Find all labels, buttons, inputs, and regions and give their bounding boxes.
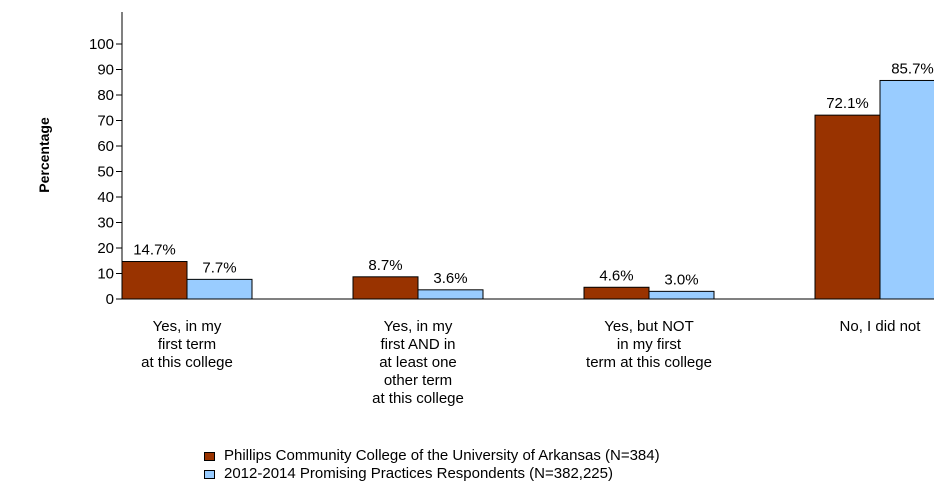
x-category-label: Yes, in my first term at this college <box>141 318 233 371</box>
bar-series-1-cat-4 <box>814 114 881 300</box>
y-tick-label: 50 <box>97 164 114 181</box>
legend-swatch-series-1 <box>204 451 215 461</box>
y-axis-label: Percentage <box>36 117 52 193</box>
bar-series-2-cat-3 <box>648 290 715 300</box>
bar-series-2-cat-2 <box>417 289 484 300</box>
value-label: 14.7% <box>133 242 176 259</box>
bar-series-1-cat-1 <box>121 261 188 300</box>
legend-label-series-1: Phillips Community College of the Univer… <box>224 447 660 464</box>
y-tick-label: 100 <box>89 36 114 53</box>
x-category-label: Yes, in my first AND in at least one other … <box>372 318 464 407</box>
y-tick-label: 30 <box>97 215 114 232</box>
value-labels: 14.7% 7.7% 8.7% 3.6% 4.6% 3.0% 72.1% 85.7% <box>133 60 934 288</box>
legend-swatch-series-2 <box>204 469 215 479</box>
y-tick-label: 90 <box>97 62 114 79</box>
value-label: 7.7% <box>202 259 236 276</box>
x-category-label: Yes, but NOT in my first term at this coll… <box>586 318 712 371</box>
value-label: 4.6% <box>599 267 633 284</box>
y-tick-label: 40 <box>97 189 114 206</box>
y-tick-label: 20 <box>97 240 114 257</box>
bar-series-1-cat-2 <box>352 276 419 300</box>
value-label: 3.0% <box>664 271 698 288</box>
legend-label-series-2: 2012-2014 Promising Practices Respondent… <box>224 465 613 482</box>
value-label: 72.1% <box>826 95 869 112</box>
bars <box>121 79 934 300</box>
bar-series-1-cat-3 <box>583 286 650 300</box>
y-tick-label: 60 <box>97 138 114 155</box>
legend-item-series-1: Phillips Community College of the Univer… <box>204 447 660 465</box>
bar-series-2-cat-1 <box>186 278 253 300</box>
value-label: 3.6% <box>433 270 467 287</box>
legend-item-series-2: 2012-2014 Promising Practices Respondent… <box>204 465 660 483</box>
y-tick-label: 70 <box>97 113 114 130</box>
x-category-label: No, I did not <box>840 318 922 335</box>
y-tick-label: 80 <box>97 87 114 104</box>
category-labels: Yes, in my first term at this college Yes, … <box>141 318 921 407</box>
legend: Phillips Community College of the Univer… <box>204 447 660 483</box>
y-axis-ticks: 0 10 20 30 40 50 60 70 80 90 100 <box>89 36 122 308</box>
value-label: 8.7% <box>368 257 402 274</box>
y-tick-label: 10 <box>97 266 114 283</box>
bar-series-2-cat-4 <box>879 79 934 300</box>
y-tick-label: 0 <box>106 291 114 308</box>
value-label: 85.7% <box>891 60 934 77</box>
